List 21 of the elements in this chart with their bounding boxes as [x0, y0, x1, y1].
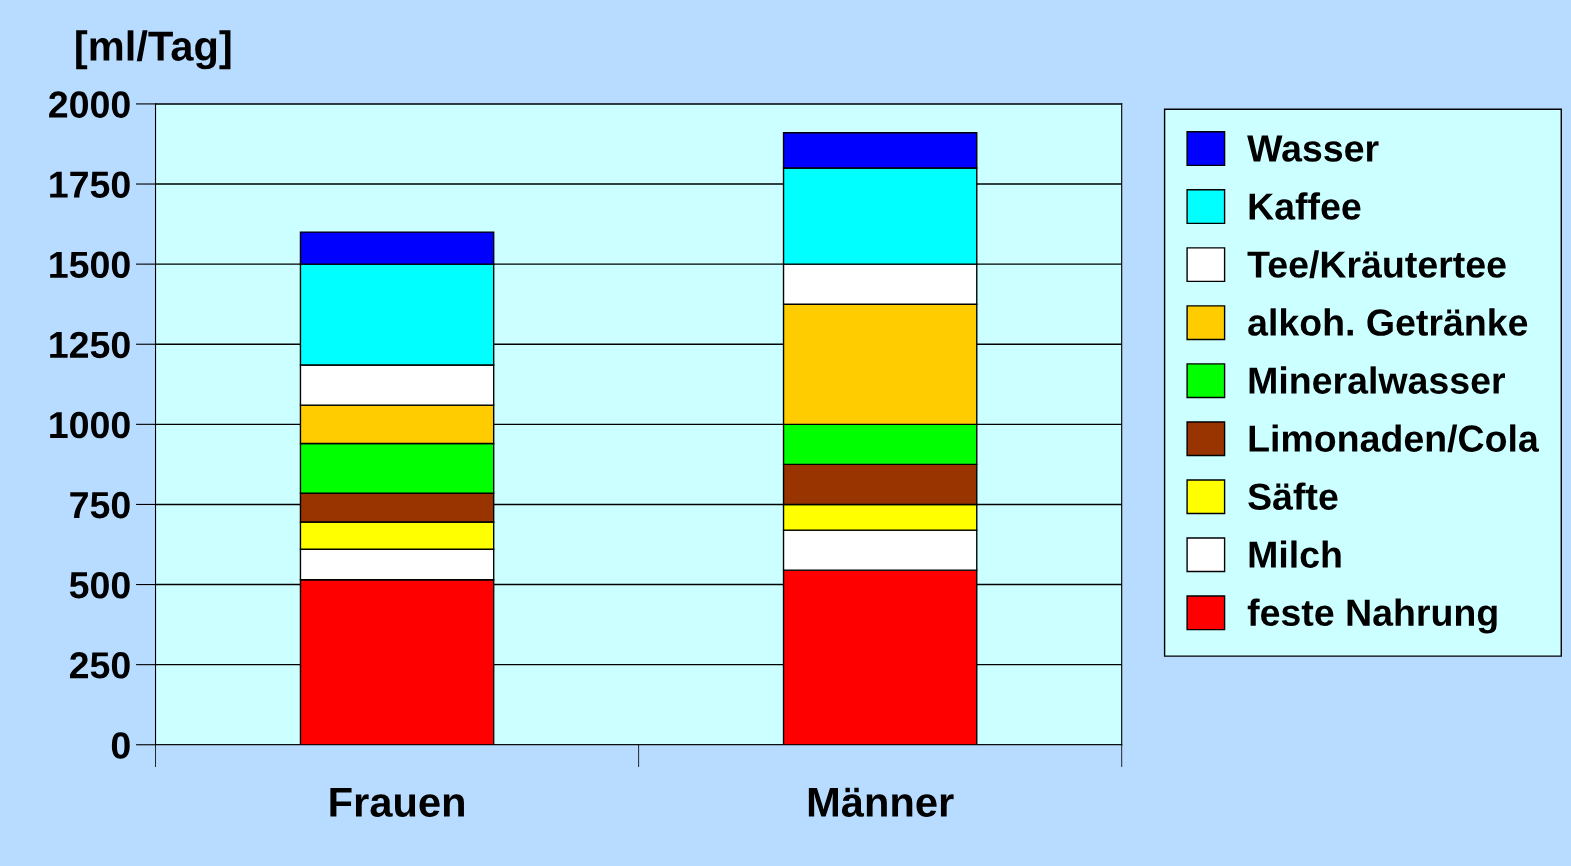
legend-label: feste Nahrung [1247, 598, 1497, 634]
y-tick-label: 250 [69, 652, 130, 679]
legend-label: Kaffee [1249, 192, 1361, 220]
y-tick-label: 0 [111, 732, 130, 759]
legend-label: alkoh. Getränke [1248, 308, 1528, 336]
legend-label: Wasser [1247, 135, 1379, 162]
x-tick-label: Männer [808, 787, 954, 818]
legend-label: Tee/Kräutertee [1247, 250, 1506, 279]
legend-label: Säfte [1248, 482, 1338, 510]
y-tick-label: 1500 [50, 251, 130, 279]
legend-label: Milch [1249, 540, 1341, 568]
legend-label: Limonaden/Cola [1249, 424, 1540, 453]
y-tick-label: 500 [69, 571, 130, 599]
y-tick-label: 1750 [50, 171, 130, 198]
y-tick-label: 750 [70, 491, 130, 519]
y-axis-title: [ml/Tag] [76, 30, 231, 70]
y-tick-label: 2000 [49, 91, 130, 118]
y-tick-label: 1000 [50, 411, 130, 439]
x-tick-label: Frauen [330, 787, 464, 818]
legend-label: Mineralwasser [1249, 366, 1505, 394]
y-tick-label: 1250 [50, 331, 130, 359]
